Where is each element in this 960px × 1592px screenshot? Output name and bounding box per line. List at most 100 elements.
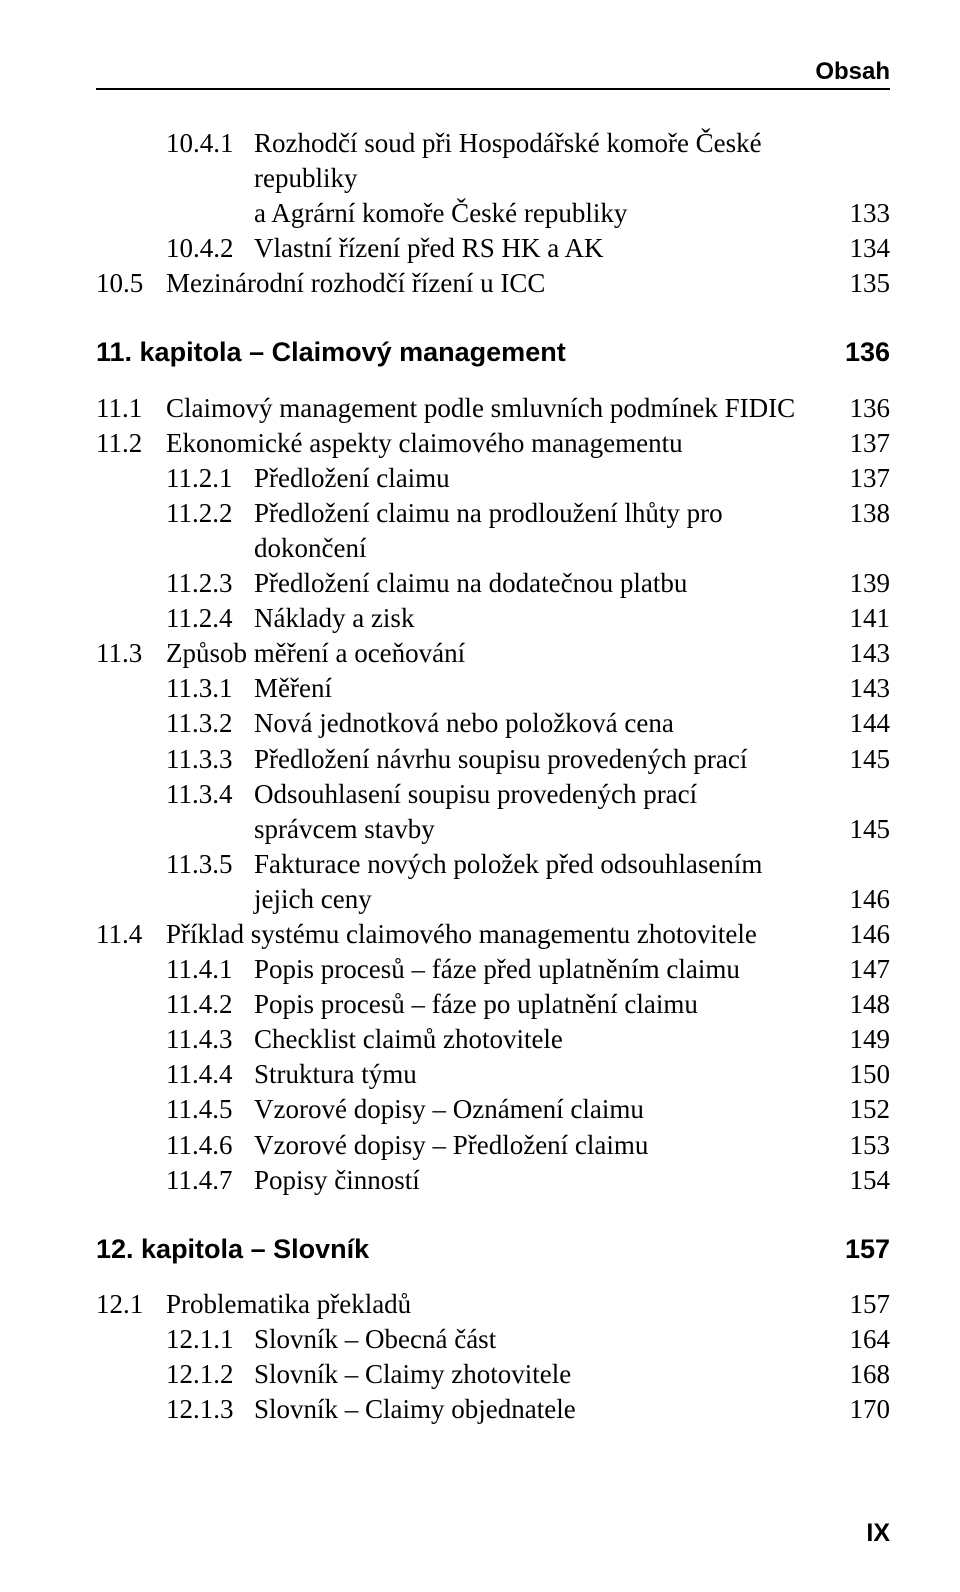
toc-entry: 11.4 Příklad systému claimového manageme…	[96, 917, 890, 952]
toc-title: Náklady a zisk	[254, 601, 830, 636]
toc-title: Předložení návrhu soupisu provedených pr…	[254, 742, 830, 777]
toc-page: 143	[830, 636, 890, 671]
chapter-page: 136	[830, 335, 890, 370]
toc-page: 146	[830, 917, 890, 952]
toc-title: Předložení claimu na dodatečnou platbu	[254, 566, 830, 601]
toc-entry: 11.2.1 Předložení claimu 137	[96, 461, 890, 496]
toc-number: 11.3.1	[96, 671, 254, 706]
toc-entry: 11.4.4 Struktura týmu 150	[96, 1057, 890, 1092]
toc-number: 11.2	[96, 426, 166, 461]
toc-entry: 11.4.3 Checklist claimů zhotovitele 149	[96, 1022, 890, 1057]
chapter-heading: 11. kapitola – Claimový management 136	[96, 335, 890, 370]
spacer	[96, 301, 890, 327]
toc-entry: 10.4.2 Vlastní řízení před RS HK a AK 13…	[96, 231, 890, 266]
page-number: IX	[866, 1519, 890, 1548]
toc-title: Odsouhlasení soupisu provedených prací	[254, 777, 830, 812]
toc-entry: 11.4.6 Vzorové dopisy – Předložení claim…	[96, 1128, 890, 1163]
toc-page: 135	[830, 266, 890, 301]
toc-number: 11.2.1	[96, 461, 254, 496]
toc-page: 145	[830, 812, 890, 847]
toc-page: 153	[830, 1128, 890, 1163]
toc-page: 170	[830, 1392, 890, 1427]
chapter-title: 11. kapitola – Claimový management	[96, 335, 830, 370]
toc-title: správcem stavby	[254, 812, 830, 847]
chapter-title: 12. kapitola – Slovník	[96, 1232, 830, 1267]
toc-entry: 12.1.1 Slovník – Obecná část 164	[96, 1322, 890, 1357]
toc-entry: 11.3 Způsob měření a oceňování 143	[96, 636, 890, 671]
toc-number: 11.3.4	[96, 777, 254, 812]
toc-title: Claimový management podle smluvních podm…	[166, 391, 830, 426]
toc-entry: 12.1 Problematika překladů 157	[96, 1287, 890, 1322]
toc-number: 10.4.1	[96, 126, 254, 161]
toc-number: 11.4.5	[96, 1092, 254, 1127]
toc-title: Nová jednotková nebo položková cena	[254, 706, 830, 741]
toc-entry: 11.2.2 Předložení claimu na prodloužení …	[96, 496, 890, 566]
toc-title: Popis procesů – fáze před uplatněním cla…	[254, 952, 830, 987]
toc-title: Měření	[254, 671, 830, 706]
toc-entry: 11.4.5 Vzorové dopisy – Oznámení claimu …	[96, 1092, 890, 1127]
toc-page: 137	[830, 426, 890, 461]
toc-number: 11.4.6	[96, 1128, 254, 1163]
toc-entry-continuation: jejich ceny 146	[96, 882, 890, 917]
toc-page: 144	[830, 706, 890, 741]
toc-title: a Agrární komoře České republiky	[254, 196, 830, 231]
toc-title: Způsob měření a oceňování	[166, 636, 830, 671]
toc-page: 149	[830, 1022, 890, 1057]
toc-entry: 11.2 Ekonomické aspekty claimového manag…	[96, 426, 890, 461]
toc-page: 137	[830, 461, 890, 496]
toc-number: 11.4.4	[96, 1057, 254, 1092]
toc-entry: 11.2.4 Náklady a zisk 141	[96, 601, 890, 636]
toc-number: 11.2.2	[96, 496, 254, 531]
toc-entry: 10.5 Mezinárodní rozhodčí řízení u ICC 1…	[96, 266, 890, 301]
toc-page: 150	[830, 1057, 890, 1092]
toc-title: Slovník – Claimy objednatele	[254, 1392, 830, 1427]
toc-title: Rozhodčí soud při Hospodářské komoře Čes…	[254, 126, 830, 196]
toc-entry: 11.4.2 Popis procesů – fáze po uplatnění…	[96, 987, 890, 1022]
toc-number: 11.4.7	[96, 1163, 254, 1198]
toc-number: 11.1	[96, 391, 166, 426]
toc-number: 11.3.5	[96, 847, 254, 882]
toc-page: 138	[830, 496, 890, 531]
toc-entry: 11.3.3 Předložení návrhu soupisu provede…	[96, 742, 890, 777]
toc-number: 11.3.2	[96, 706, 254, 741]
toc-entry: 11.3.5 Fakturace nových položek před ods…	[96, 847, 890, 882]
toc-number: 11.2.3	[96, 566, 254, 601]
toc-title: Vzorové dopisy – Předložení claimu	[254, 1128, 830, 1163]
toc-number: 12.1.1	[96, 1322, 254, 1357]
toc-page: 147	[830, 952, 890, 987]
toc-title: Fakturace nových položek před odsouhlase…	[254, 847, 830, 882]
toc-title: Příklad systému claimového managementu z…	[166, 917, 830, 952]
toc-title: Předložení claimu	[254, 461, 830, 496]
toc-entry: 12.1.3 Slovník – Claimy objednatele 170	[96, 1392, 890, 1427]
toc-page: 146	[830, 882, 890, 917]
header-rule	[96, 88, 890, 90]
toc-title: Slovník – Obecná část	[254, 1322, 830, 1357]
chapter-heading: 12. kapitola – Slovník 157	[96, 1232, 890, 1267]
toc-number: 11.4.2	[96, 987, 254, 1022]
chapter-page: 157	[830, 1232, 890, 1267]
spacer	[96, 1198, 890, 1224]
toc-entry: 10.4.1 Rozhodčí soud při Hospodářské kom…	[96, 126, 890, 196]
toc-page: 152	[830, 1092, 890, 1127]
toc-page: 168	[830, 1357, 890, 1392]
toc-number: 11.3	[96, 636, 166, 671]
toc-page: 139	[830, 566, 890, 601]
toc-entry: 11.1 Claimový management podle smluvních…	[96, 391, 890, 426]
toc-page: 154	[830, 1163, 890, 1198]
toc-number: 11.4	[96, 917, 166, 952]
toc-number: 11.4.3	[96, 1022, 254, 1057]
toc-title: Slovník – Claimy zhotovitele	[254, 1357, 830, 1392]
toc-page: 148	[830, 987, 890, 1022]
toc-title: Popisy činností	[254, 1163, 830, 1198]
toc-page: 136	[830, 391, 890, 426]
toc-entry: 12.1.2 Slovník – Claimy zhotovitele 168	[96, 1357, 890, 1392]
toc-title: Mezinárodní rozhodčí řízení u ICC	[166, 266, 830, 301]
toc-entry-continuation: a Agrární komoře České republiky 133	[96, 196, 890, 231]
toc-entry-continuation: správcem stavby 145	[96, 812, 890, 847]
toc-page: 141	[830, 601, 890, 636]
toc-page: 145	[830, 742, 890, 777]
toc-title: Struktura týmu	[254, 1057, 830, 1092]
toc-title: Vzorové dopisy – Oznámení claimu	[254, 1092, 830, 1127]
running-head: Obsah	[96, 58, 890, 86]
toc-title: Problematika překladů	[166, 1287, 830, 1322]
